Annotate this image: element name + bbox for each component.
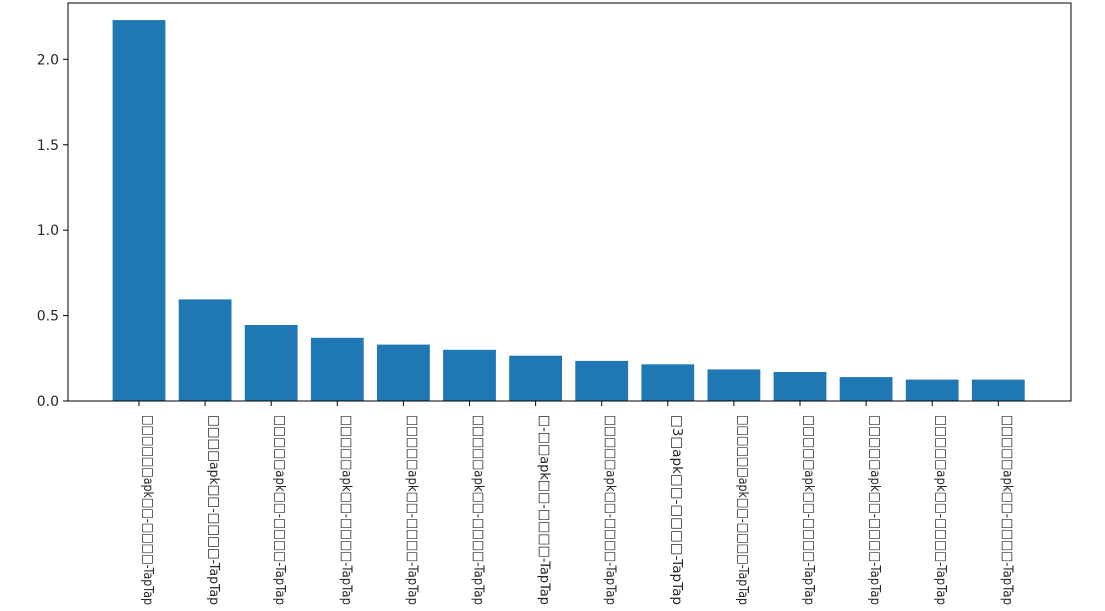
- x-tick-label: □□□□apk□□-□□□□-TapTap: [206, 415, 222, 605]
- y-tick-label: 2.0: [37, 52, 59, 68]
- x-tick-label: □3□apk□□-□□□□-TapTap: [669, 415, 685, 605]
- y-axis: 0.0 0.5 1.0 1.5 2.0: [37, 52, 68, 410]
- bar-12: [839, 377, 893, 401]
- axes-frame: [67, 2, 1072, 402]
- x-tick-label: □□□□□apk□□-□□□□-TapTap: [999, 415, 1015, 605]
- x-axis: □□□□□□apk□□-□□□□-TapTap □□□□apk□□-□□□□-Ta…: [138, 401, 1015, 605]
- x-tick-label: □□□□□apk□□-□□□□-TapTap: [471, 415, 487, 605]
- bar-13: [905, 379, 959, 401]
- x-tick-label: □□□□□apk□□-□□□□-TapTap: [272, 415, 288, 605]
- y-tick-label: 0.0: [37, 394, 59, 410]
- bar-8: [575, 360, 629, 401]
- x-tick-label: □□□□□apk□□-□□□□-TapTap: [933, 415, 949, 605]
- bars-group: [112, 20, 1025, 401]
- x-tick-label: □□□□□apk□□-□□□□-TapTap: [801, 415, 817, 605]
- x-tick-label: □-□□apk□□-□□□□-TapTap: [537, 415, 553, 605]
- x-tick-label: □□□□□apk□□-□□□□-TapTap: [867, 415, 883, 605]
- x-tick-label: □□□□□□apk□□-□□□□-TapTap: [735, 415, 751, 605]
- bar-1: [112, 20, 166, 401]
- bar-9: [641, 364, 695, 401]
- bar-14: [971, 379, 1025, 401]
- bar-2: [178, 299, 232, 401]
- y-tick-label: 1.5: [37, 138, 59, 154]
- y-tick-label: 0.5: [37, 309, 59, 325]
- bar-5: [377, 344, 430, 401]
- bar-4: [310, 337, 364, 401]
- bar-7: [509, 355, 562, 401]
- bar-6: [443, 349, 496, 401]
- bar-3: [244, 325, 298, 401]
- x-tick-label: □□□□□apk□□-□□□□-TapTap: [404, 415, 420, 605]
- bar-11: [773, 372, 827, 401]
- y-tick-label: 1.0: [37, 223, 59, 239]
- x-tick-label: □□□□□apk□□-□□□□-TapTap: [603, 415, 619, 605]
- x-tick-label: □□□□□apk□□-□□□□-TapTap: [338, 415, 354, 605]
- x-tick-label: □□□□□□apk□□-□□□□-TapTap: [140, 415, 156, 605]
- bar-10: [707, 369, 761, 401]
